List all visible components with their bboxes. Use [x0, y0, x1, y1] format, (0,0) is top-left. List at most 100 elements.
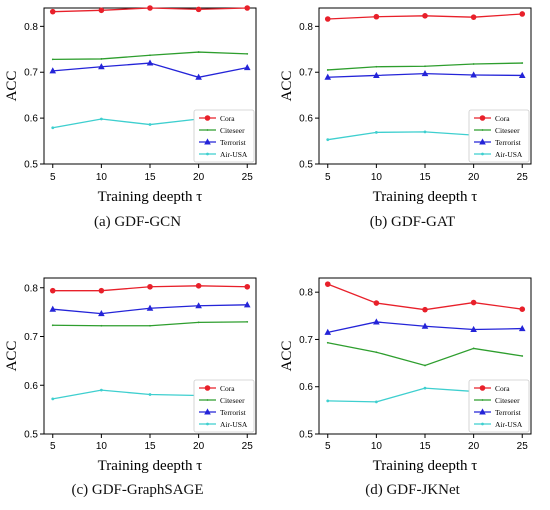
- data-point: [99, 117, 103, 121]
- legend-label: Citeseer: [220, 396, 245, 405]
- data-point: [470, 71, 477, 78]
- legend-marker: [204, 138, 211, 145]
- series-citeseer: [326, 62, 524, 71]
- panel-graphsage: 0.5 0.6 0.7 0.8 5 10 15 20 25 Training deepth τ AC…: [0, 252, 275, 479]
- data-point: [244, 283, 251, 290]
- y-axis-label: ACC: [279, 71, 295, 102]
- data-point: [98, 63, 105, 70]
- legend-box: [468, 109, 530, 163]
- legend-marker: [206, 399, 209, 401]
- data-point: [324, 73, 332, 80]
- legend-marker: [206, 129, 209, 131]
- chart-gdf-jknet: 0.5 0.6 0.7 0.8 5 10 15 20 25 Training deepth τ AC…: [279, 277, 532, 474]
- x-tick-label: 25: [517, 172, 529, 183]
- legend-marker: [479, 138, 486, 145]
- data-point: [422, 13, 428, 19]
- data-point: [244, 5, 251, 11]
- legend-marker: [204, 115, 211, 121]
- series-terrorist: [324, 70, 526, 80]
- data-point: [326, 341, 329, 344]
- y-tick-label: 0.6: [299, 114, 313, 125]
- legend-marker: [479, 385, 486, 391]
- data-point: [147, 5, 153, 11]
- data-point: [326, 69, 329, 71]
- data-point: [423, 130, 427, 134]
- data-point: [197, 51, 200, 53]
- data-point: [518, 324, 526, 332]
- data-point: [98, 287, 105, 294]
- series-terrorist: [49, 59, 251, 80]
- data-point: [373, 300, 380, 306]
- data-point: [521, 62, 524, 64]
- x-axis-label: Training deepth τ: [373, 458, 478, 474]
- data-point: [243, 301, 251, 308]
- series-line: [327, 342, 523, 367]
- legend: Cora Citeseer Terrorist Air-USA: [193, 109, 255, 163]
- y-tick-label: 0.7: [24, 332, 38, 343]
- data-point: [98, 7, 105, 14]
- data-point: [423, 386, 427, 390]
- x-tick-label: 20: [468, 172, 480, 183]
- x-axis-label: Training deepth τ: [373, 189, 478, 205]
- data-point: [246, 320, 249, 323]
- x-tick-label: 25: [242, 441, 254, 452]
- series-cora: [324, 281, 526, 313]
- y-tick-label: 0.8: [24, 283, 38, 294]
- series-terrorist: [324, 318, 526, 335]
- legend-box: [193, 109, 255, 163]
- data-point: [519, 306, 526, 312]
- data-point: [519, 11, 526, 17]
- legend-label: Terrorist: [495, 138, 522, 147]
- series-line: [327, 283, 523, 311]
- data-point: [324, 281, 331, 287]
- series-cora: [324, 11, 526, 22]
- data-point: [470, 325, 477, 333]
- legend-marker: [206, 152, 209, 156]
- data-point: [373, 71, 380, 78]
- y-tick-label: 0.8: [24, 22, 38, 33]
- data-point: [149, 324, 151, 327]
- data-point: [470, 14, 477, 20]
- y-tick-label: 0.7: [299, 335, 313, 346]
- legend-box: [193, 379, 255, 433]
- data-point: [326, 138, 330, 142]
- data-point: [421, 70, 429, 77]
- y-tick-label: 0.7: [299, 68, 313, 79]
- legend-marker: [481, 152, 484, 156]
- data-point: [373, 13, 380, 20]
- data-point: [374, 400, 378, 404]
- x-tick-label: 25: [517, 441, 529, 452]
- legend-label: Cora: [220, 384, 235, 393]
- x-tick-label: 5: [325, 172, 331, 183]
- y-axis-label: ACC: [4, 71, 20, 102]
- y-tick-label: 0.5: [24, 160, 38, 171]
- data-point: [51, 324, 54, 327]
- data-point: [373, 318, 380, 325]
- data-point: [324, 328, 332, 335]
- y-tick-label: 0.6: [299, 382, 313, 393]
- data-point: [148, 393, 152, 396]
- x-tick-label: 10: [371, 172, 383, 183]
- legend-box: [468, 379, 530, 433]
- legend-label: Terrorist: [220, 138, 247, 147]
- legend-label: Air-USA: [220, 150, 248, 159]
- panel-gcn: 0.5 0.6 0.7 0.8 5 10 15 20 25 Training deepth τ AC…: [0, 0, 275, 210]
- series-cora: [49, 283, 251, 294]
- data-point: [472, 63, 475, 65]
- x-axis-label: Training deepth τ: [98, 189, 203, 205]
- data-point: [51, 126, 55, 130]
- legend-label: Citeseer: [495, 396, 520, 405]
- panel-gat: 0.5 0.6 0.7 0.8 5 10 15 20 25 Training deepth τ AC…: [275, 0, 550, 210]
- data-point: [326, 399, 330, 403]
- legend: Cora Citeseer Terrorist Air-USA: [468, 109, 530, 163]
- data-point: [147, 283, 153, 290]
- data-point: [521, 355, 524, 357]
- data-point: [49, 305, 57, 312]
- data-point: [324, 16, 331, 22]
- data-point: [195, 302, 202, 309]
- y-tick-label: 0.7: [24, 68, 38, 79]
- y-tick-label: 0.8: [299, 288, 313, 299]
- y-axis-label: ACC: [279, 341, 295, 372]
- legend-label: Citeseer: [495, 126, 520, 135]
